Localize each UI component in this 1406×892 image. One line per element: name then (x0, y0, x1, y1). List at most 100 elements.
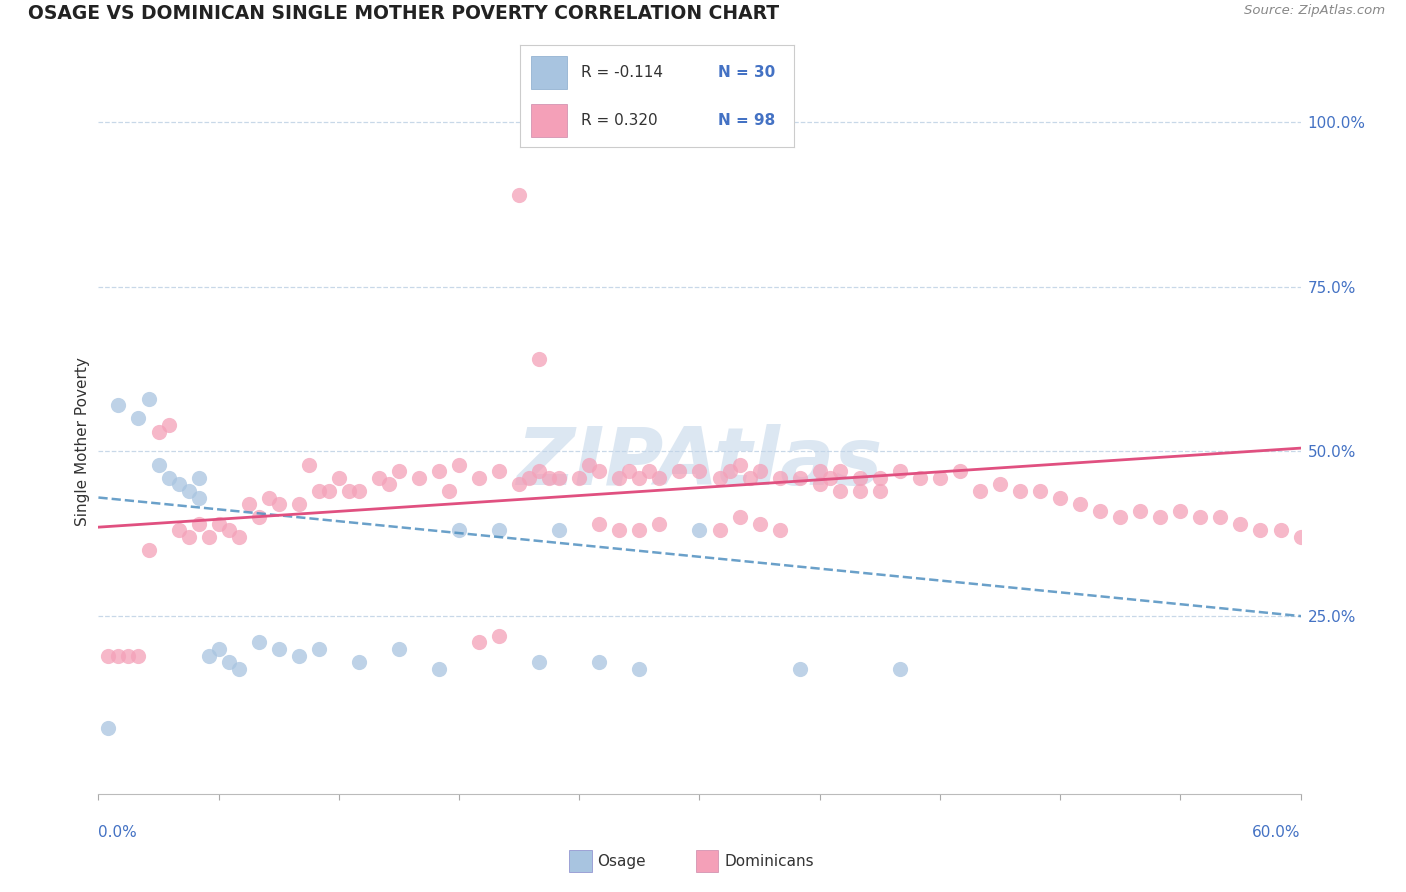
Point (148, 425, 170, 439)
Point (128, 648, 150, 663)
Point (218, 655, 240, 669)
Point (378, 477, 401, 491)
Point (789, 471, 811, 485)
Point (257, 491, 280, 505)
Point (1250, 524, 1272, 538)
Point (107, 398, 129, 412)
Text: ZIPAtlas: ZIPAtlas (516, 424, 883, 501)
Point (628, 662, 651, 676)
Point (818, 471, 841, 485)
Point (588, 655, 610, 669)
Point (789, 662, 811, 676)
Point (208, 516, 231, 531)
Point (138, 392, 160, 406)
Point (628, 471, 651, 485)
Point (1109, 510, 1132, 524)
Point (1189, 510, 1212, 524)
Point (517, 471, 540, 485)
Point (167, 524, 190, 538)
Point (709, 471, 731, 485)
Point (247, 635, 270, 649)
Point (538, 471, 561, 485)
Point (187, 491, 209, 505)
Point (328, 471, 350, 485)
Point (1129, 504, 1152, 518)
Point (337, 483, 360, 498)
Point (488, 629, 510, 643)
Point (1270, 524, 1292, 538)
Point (718, 464, 741, 478)
Point (298, 458, 321, 472)
Point (969, 483, 991, 498)
Point (197, 530, 219, 544)
Point (197, 648, 219, 663)
Point (488, 464, 510, 478)
Point (368, 471, 391, 485)
Bar (531, 104, 567, 137)
Point (157, 418, 180, 433)
Point (508, 477, 530, 491)
Point (138, 543, 160, 558)
Point (177, 483, 200, 498)
Point (228, 662, 250, 676)
Point (228, 530, 250, 544)
Point (808, 464, 831, 478)
Bar (531, 56, 567, 88)
Point (1149, 510, 1171, 524)
Text: R = 0.320: R = 0.320 (581, 113, 657, 128)
Point (157, 471, 180, 485)
Point (849, 483, 872, 498)
Point (619, 464, 641, 478)
Point (529, 352, 551, 367)
Point (828, 483, 851, 498)
Point (288, 497, 311, 511)
Point (97, 721, 120, 735)
Point (187, 471, 209, 485)
Text: Dominicans: Dominicans (724, 855, 814, 869)
Point (208, 642, 231, 657)
Point (167, 477, 190, 491)
Point (548, 471, 571, 485)
Point (1170, 504, 1192, 518)
Text: Source: ZipAtlas.com: Source: ZipAtlas.com (1244, 4, 1385, 18)
Point (609, 471, 631, 485)
Point (238, 497, 260, 511)
Point (508, 187, 530, 202)
Point (648, 471, 671, 485)
Point (689, 464, 711, 478)
Point (828, 464, 851, 478)
Point (107, 648, 129, 663)
Point (1229, 516, 1251, 531)
Point (668, 464, 690, 478)
Point (709, 524, 731, 538)
Point (1069, 497, 1091, 511)
Point (1209, 510, 1232, 524)
Point (468, 635, 491, 649)
Point (648, 516, 671, 531)
Point (437, 483, 460, 498)
Point (347, 483, 370, 498)
Point (588, 464, 610, 478)
Point (949, 464, 972, 478)
Point (849, 471, 872, 485)
Point (728, 510, 751, 524)
Point (738, 471, 761, 485)
Point (1010, 483, 1032, 498)
Point (447, 524, 470, 538)
Point (427, 662, 450, 676)
Point (869, 471, 891, 485)
Point (347, 655, 370, 669)
Point (769, 524, 792, 538)
Point (318, 483, 340, 498)
Point (468, 471, 491, 485)
Point (488, 524, 510, 538)
Point (568, 471, 591, 485)
Text: N = 30: N = 30 (717, 65, 775, 79)
Point (267, 497, 290, 511)
Point (427, 464, 450, 478)
Point (267, 642, 290, 657)
Point (628, 524, 651, 538)
Point (408, 471, 430, 485)
Point (889, 464, 911, 478)
Point (529, 464, 551, 478)
